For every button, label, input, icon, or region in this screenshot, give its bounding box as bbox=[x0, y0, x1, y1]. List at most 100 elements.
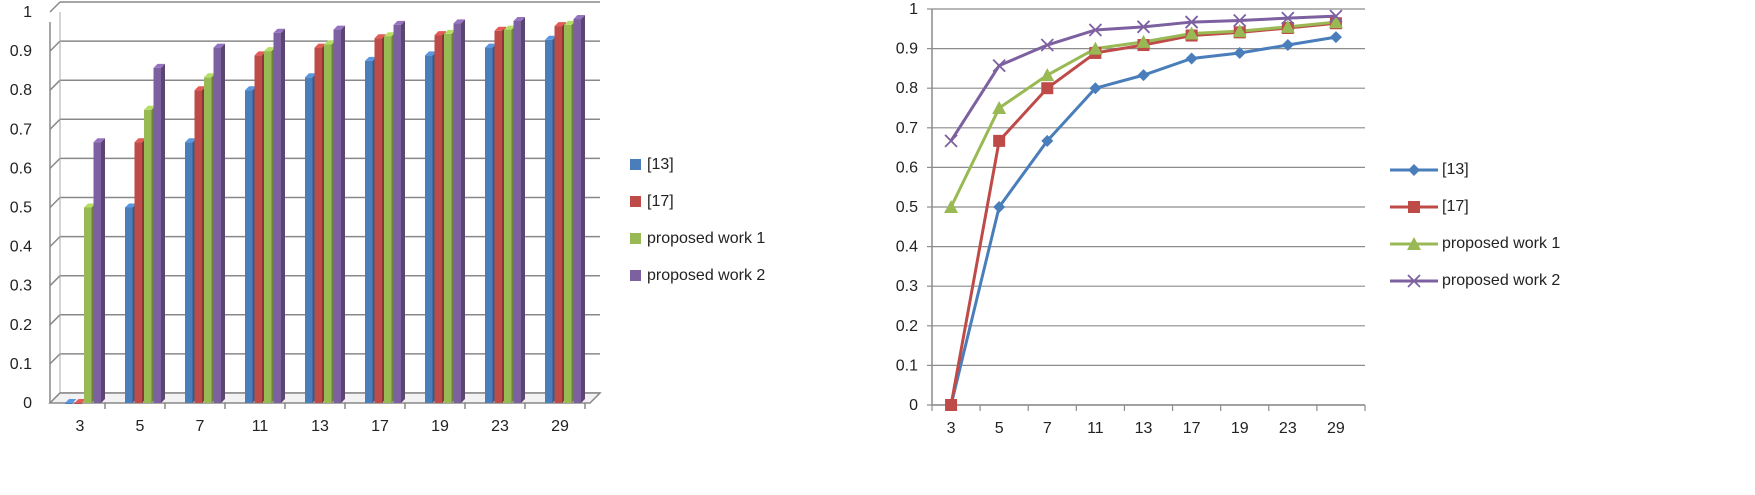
line-series-0 bbox=[949, 35, 1337, 406]
bar-7-3 bbox=[213, 43, 225, 404]
line-point-2-1 bbox=[992, 101, 1007, 114]
bar-ytick-label: 1 bbox=[23, 4, 32, 21]
line-legend-label: [17] bbox=[1442, 197, 1469, 215]
line-chart-legend: [13] [17] proposed work 1 proposed work 2 bbox=[1390, 157, 1560, 305]
bar-23-3 bbox=[513, 16, 525, 403]
line-ytick-label: 0.5 bbox=[896, 199, 918, 216]
line-legend-item: proposed work 2 bbox=[1390, 268, 1560, 293]
line-chart: 0 0.1 0.2 0.3 0.4 0.5 0.6 0.7 0.8 0.9 1 3 5 7 11 13 17 19… bbox=[880, 0, 1755, 490]
line-point-3-5 bbox=[1184, 15, 1199, 29]
line-point-3-4 bbox=[1136, 20, 1151, 34]
bar-xtick-label: 23 bbox=[491, 418, 509, 435]
bar-ytick-label: 0.8 bbox=[10, 82, 32, 99]
bar-gridline-side bbox=[49, 157, 61, 169]
line-xtick-label: 17 bbox=[1183, 420, 1201, 437]
line-xtick-label: 23 bbox=[1279, 420, 1297, 437]
line-legend-key bbox=[1390, 273, 1438, 288]
bar-xtick-label: 17 bbox=[371, 418, 389, 435]
line-ytick-label: 0.1 bbox=[896, 357, 918, 374]
line-point-3-2 bbox=[1040, 38, 1054, 52]
line-ytick-label: 0.2 bbox=[896, 318, 918, 335]
bar-5-3 bbox=[153, 63, 165, 404]
line-ytick-label: 0.7 bbox=[896, 120, 918, 137]
line-point-2-4 bbox=[1136, 34, 1151, 48]
bar-ytick-label: 0.1 bbox=[10, 356, 32, 373]
bar-gridline-side bbox=[49, 196, 61, 209]
line-legend-key bbox=[1390, 200, 1438, 213]
bar-xtick-label: 29 bbox=[551, 418, 569, 435]
line-point-2-8 bbox=[1328, 15, 1343, 29]
bar-legend-item: [13] bbox=[630, 152, 765, 177]
bar-xtick-label: 7 bbox=[196, 418, 205, 435]
bar-gridline-side bbox=[49, 236, 61, 248]
line-point-2-6 bbox=[1232, 24, 1247, 38]
line-xtick-label: 29 bbox=[1327, 420, 1345, 437]
bar-3-0 bbox=[65, 399, 77, 404]
line-ytick-label: 0.4 bbox=[896, 239, 918, 256]
bar-29-3 bbox=[573, 15, 585, 404]
line-point-3-6 bbox=[1233, 13, 1247, 28]
bar-gridline-side bbox=[49, 314, 61, 326]
bar-xtick-label: 11 bbox=[252, 418, 269, 435]
line-point-0-4 bbox=[1137, 69, 1150, 82]
bar-xtick-label: 3 bbox=[76, 418, 85, 435]
bar-17-3 bbox=[393, 20, 405, 403]
bar-ytick-label: 0.6 bbox=[10, 160, 32, 177]
line-ytick-label: 0.3 bbox=[896, 278, 918, 295]
line-point-3-7 bbox=[1281, 11, 1295, 25]
bar-legend-swatch bbox=[630, 270, 641, 281]
line-point-2-3 bbox=[1088, 41, 1103, 55]
line-ytick-label: 0 bbox=[909, 397, 918, 414]
line-point-1-1 bbox=[993, 134, 1006, 147]
line-point-1-0 bbox=[945, 399, 958, 411]
line-ytick-label: 0.6 bbox=[896, 159, 918, 176]
line-legend-label: [13] bbox=[1442, 160, 1469, 178]
line-ytick-label: 0.9 bbox=[896, 41, 918, 58]
line-xtick-label: 5 bbox=[995, 420, 1004, 437]
bar-13-3 bbox=[333, 25, 345, 403]
bar-legend-swatch bbox=[630, 196, 641, 207]
line-xtick-label: 19 bbox=[1231, 420, 1249, 437]
bar-legend-item: proposed work 1 bbox=[630, 226, 765, 251]
line-point-3-0 bbox=[944, 134, 958, 148]
bar-xtick-label: 19 bbox=[431, 418, 449, 435]
bar-ytick-label: 0.4 bbox=[10, 239, 32, 256]
bar-ytick-label: 0.2 bbox=[10, 317, 32, 334]
bar-gridline-side bbox=[49, 1, 61, 13]
line-point-3-8 bbox=[1329, 9, 1343, 23]
bar-ytick-label: 0 bbox=[23, 395, 32, 412]
bar-xtick-label: 5 bbox=[136, 418, 145, 435]
bar-3-3 bbox=[93, 138, 105, 403]
bar-legend-label: proposed work 2 bbox=[647, 266, 766, 284]
bar-legend-item: [17] bbox=[630, 189, 765, 214]
line-point-3-1 bbox=[992, 58, 1006, 73]
line-legend-item: [13] bbox=[1390, 157, 1560, 182]
bar-ytick-label: 0.3 bbox=[10, 278, 32, 295]
line-point-2-7 bbox=[1280, 19, 1295, 33]
line-legend-label: proposed work 2 bbox=[1442, 271, 1561, 289]
bar-3-1 bbox=[74, 399, 86, 404]
line-point-0-5 bbox=[1185, 52, 1198, 65]
line-point-2-0 bbox=[944, 200, 959, 213]
line-ytick-label: 0.8 bbox=[896, 80, 918, 97]
bar-ytick-label: 0.7 bbox=[10, 121, 32, 138]
bar-gridline-side bbox=[49, 79, 61, 91]
bar-legend-swatch bbox=[630, 233, 641, 244]
bar-chart-plot: 00.10.20.30.40.50.60.70.80.913 5 7 11 13 17 19… bbox=[10, 1, 602, 435]
bar-gridline-side bbox=[49, 275, 61, 287]
line-point-2-5 bbox=[1184, 26, 1199, 40]
line-legend-label: proposed work 1 bbox=[1442, 234, 1561, 252]
bar-legend-swatch bbox=[630, 159, 641, 170]
line-point-0-3 bbox=[1089, 82, 1102, 95]
line-point-3-3 bbox=[1088, 23, 1103, 37]
line-point-0-8 bbox=[1329, 31, 1342, 44]
line-chart-plot: 00.10.20.30.40.50.60.70.80.913 5 7 11 13 17 19… bbox=[896, 1, 1366, 437]
line-legend-item: proposed work 1 bbox=[1390, 231, 1560, 256]
line-legend-key bbox=[1390, 236, 1438, 250]
bar-ytick-label: 0.9 bbox=[10, 43, 32, 60]
bar-gridline-side bbox=[49, 40, 61, 52]
bar-legend-label: [13] bbox=[647, 155, 674, 173]
bar-gridline-side bbox=[49, 118, 61, 130]
line-ytick-label: 1 bbox=[909, 1, 918, 18]
line-xtick-label: 11 bbox=[1087, 420, 1104, 437]
